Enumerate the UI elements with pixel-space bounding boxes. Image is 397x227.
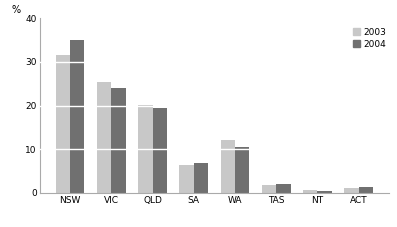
Bar xyxy=(97,81,111,193)
Bar xyxy=(235,147,249,193)
Bar xyxy=(276,184,291,193)
Bar xyxy=(359,187,373,193)
Bar xyxy=(194,163,208,193)
Bar xyxy=(221,140,235,193)
Bar xyxy=(152,108,167,193)
Text: %: % xyxy=(12,5,21,15)
Bar xyxy=(111,88,126,193)
Bar xyxy=(262,185,276,193)
Bar xyxy=(344,188,359,193)
Legend: 2003, 2004: 2003, 2004 xyxy=(351,26,388,50)
Bar xyxy=(318,191,332,193)
Bar xyxy=(138,105,152,193)
Bar xyxy=(303,190,318,193)
Bar xyxy=(179,165,194,193)
Bar xyxy=(56,55,70,193)
Bar xyxy=(70,40,85,193)
